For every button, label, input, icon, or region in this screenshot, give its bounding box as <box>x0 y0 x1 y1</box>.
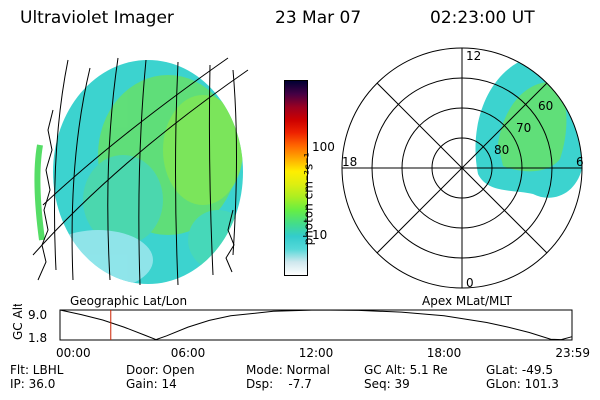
coastline <box>37 109 235 281</box>
lon-grid-lines <box>54 57 237 286</box>
seq-label: Seq: 39 <box>364 377 410 391</box>
footer-col-1: Flt: LBHL IP: 36.0 <box>10 363 63 391</box>
altitude-ytick-top: 9.0 <box>28 308 47 322</box>
gc-alt-label: GC Alt: 5.1 Re <box>364 363 448 377</box>
polar-plot: 12 6 0 18 60 70 80 <box>341 47 584 290</box>
altitude-y-label: GC Alt <box>11 304 25 340</box>
footer-col-4: GC Alt: 5.1 Re Seq: 39 <box>364 363 448 391</box>
colorbar-unit: photon cm⁻²s⁻¹ <box>301 152 316 246</box>
mlt-0-label: 0 <box>466 276 474 290</box>
colorbar <box>284 80 308 276</box>
time-label: 02:23:00 UT <box>430 8 535 28</box>
footer-col-3: Mode: Normal Dsp: -7.7 <box>246 363 330 391</box>
colorbar-tick-100: 100 <box>312 140 335 154</box>
mlt-18-label: 18 <box>342 155 357 169</box>
footer-col-5: GLat: -49.5 GLon: 101.3 <box>486 363 559 391</box>
altitude-xtick-label: 06:00 <box>171 346 206 360</box>
altitude-xtick-label: 23:59 <box>555 346 590 360</box>
altitude-series-line <box>59 309 573 341</box>
altitude-ytick-bottom: 1.8 <box>28 331 47 345</box>
lat-80-label: 80 <box>494 143 509 157</box>
colorbar-tick-10: 10 <box>312 228 328 242</box>
gain-label: Gain: 14 <box>126 377 177 391</box>
earth-uv-image <box>32 57 249 286</box>
altitude-xtick-label: 12:00 <box>299 346 334 360</box>
altitude-chart: GC Alt 9.0 1.8 00:00 06:00 12:00 18:00 23:59 <box>11 304 590 360</box>
date-label: 23 Mar 07 <box>275 8 362 28</box>
mlt-12-label: 12 <box>466 49 481 63</box>
app-title: Ultraviolet Imager <box>20 8 174 28</box>
glat-label: GLat: -49.5 <box>486 363 553 377</box>
filter-label: Flt: LBHL <box>10 363 64 377</box>
altitude-xtick-label: 18:00 <box>427 346 462 360</box>
polar-panel-label: Apex MLat/MLT <box>422 294 512 308</box>
lat-60-label: 60 <box>538 99 553 113</box>
mlt-6-label: 6 <box>576 155 584 169</box>
mode-label: Mode: Normal <box>246 363 330 377</box>
door-label: Door: Open <box>126 363 195 377</box>
earth-panel-label: Geographic Lat/Lon <box>70 294 188 308</box>
glon-label: GLon: 101.3 <box>486 377 559 391</box>
altitude-plot-frame <box>59 309 573 341</box>
footer-col-2: Door: Open Gain: 14 <box>126 363 195 391</box>
dsp-label: Dsp: -7.7 <box>246 377 312 391</box>
lat-grid-lines <box>32 57 249 256</box>
lat-70-label: 70 <box>516 121 531 135</box>
altitude-xtick-label: 00:00 <box>56 346 91 360</box>
ip-label: IP: 36.0 <box>10 377 56 391</box>
